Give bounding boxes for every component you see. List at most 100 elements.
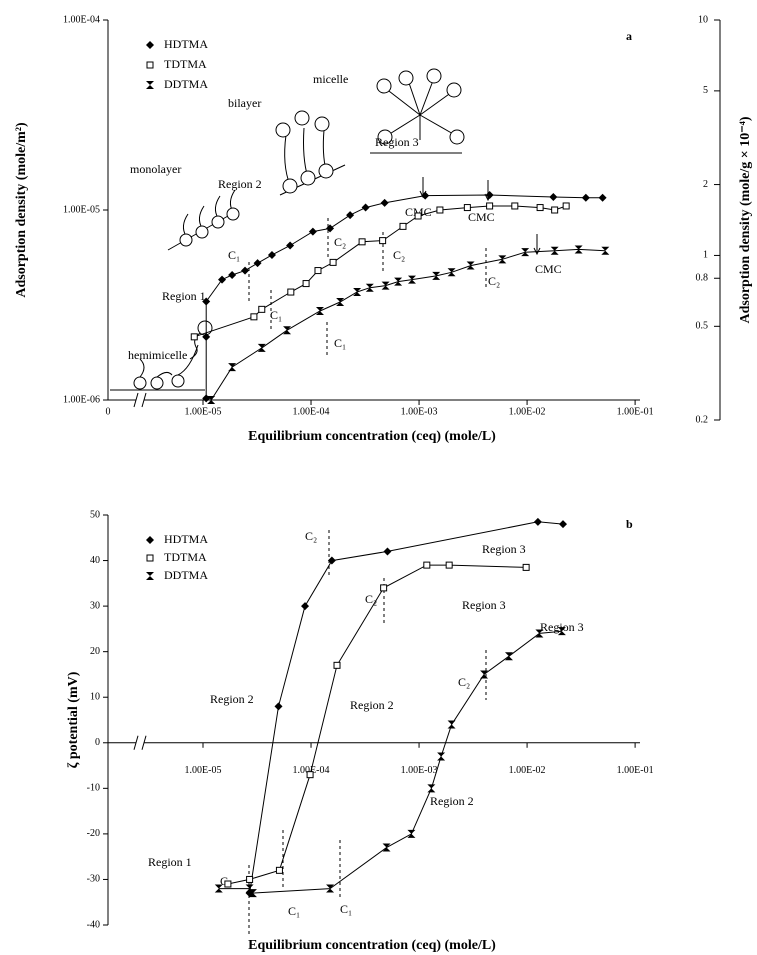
point bbox=[436, 206, 444, 214]
bilayer-cartoon bbox=[275, 110, 346, 196]
point bbox=[407, 829, 416, 838]
point bbox=[601, 246, 610, 255]
point bbox=[301, 602, 310, 611]
point bbox=[447, 720, 456, 729]
annotation: Region 3 bbox=[375, 135, 419, 149]
annotation: Region 1 bbox=[148, 855, 192, 869]
point bbox=[306, 771, 314, 779]
annotation: Region 3 bbox=[540, 620, 584, 634]
point bbox=[214, 884, 223, 893]
point bbox=[314, 267, 322, 275]
annotation: Region 3 bbox=[462, 598, 506, 612]
annotation: C₁ bbox=[334, 336, 346, 350]
point bbox=[190, 333, 198, 341]
point bbox=[437, 752, 446, 761]
legend-label: DDTMA bbox=[164, 77, 208, 91]
point bbox=[382, 843, 391, 852]
x-tick-label: 1.00E-01 bbox=[617, 406, 654, 417]
point bbox=[274, 702, 283, 711]
point bbox=[329, 258, 337, 266]
micelle-cartoon bbox=[370, 68, 465, 154]
point bbox=[241, 266, 250, 275]
point bbox=[267, 250, 276, 259]
x-tick-label: 1.00E-04 bbox=[293, 406, 330, 417]
point bbox=[581, 193, 590, 202]
y-tick-label: -20 bbox=[87, 828, 100, 839]
y-tick-label: 50 bbox=[90, 509, 100, 520]
annotation: Region 2 bbox=[210, 692, 254, 706]
annotation: C₂ bbox=[458, 675, 470, 689]
point bbox=[257, 343, 266, 352]
axis-break bbox=[141, 735, 147, 750]
legend-label: DDTMA bbox=[164, 568, 208, 582]
point bbox=[336, 297, 345, 306]
point bbox=[207, 396, 216, 404]
point bbox=[275, 866, 283, 874]
x-tick-label: 1.00E-03 bbox=[401, 406, 438, 417]
point bbox=[549, 193, 558, 202]
legend-marker bbox=[146, 81, 154, 89]
point bbox=[346, 211, 355, 220]
point bbox=[504, 652, 513, 661]
hemimicelle-cartoon bbox=[110, 320, 213, 391]
annotation: bilayer bbox=[228, 96, 261, 110]
y2-tick-label: 2 bbox=[703, 179, 708, 190]
y-tick-label: 1.00E-05 bbox=[63, 204, 100, 215]
point bbox=[228, 270, 237, 279]
point bbox=[202, 297, 211, 306]
annotation: monolayer bbox=[130, 162, 181, 176]
y-tick-label: 30 bbox=[90, 600, 100, 611]
point bbox=[466, 261, 475, 270]
annotation: Region 2 bbox=[430, 794, 474, 808]
annotation: C₁ bbox=[288, 904, 300, 918]
y-tick-label: 20 bbox=[90, 646, 100, 657]
point bbox=[327, 556, 336, 565]
point bbox=[427, 784, 436, 793]
y2-tick-label: 1 bbox=[703, 250, 708, 261]
y2-tick-label: 5 bbox=[703, 85, 708, 96]
legend-label: HDTMA bbox=[164, 532, 208, 546]
legend-marker bbox=[146, 554, 154, 562]
y2-tick-label: 0.5 bbox=[696, 321, 709, 332]
point bbox=[432, 271, 441, 280]
x-tick-label: 1.00E-05 bbox=[185, 406, 222, 417]
point bbox=[535, 629, 544, 638]
annotation: CMC bbox=[405, 205, 432, 219]
fit-line bbox=[227, 564, 527, 885]
annotation: C₂ bbox=[365, 592, 377, 606]
y-tick-label: 0 bbox=[95, 737, 100, 748]
point bbox=[557, 627, 566, 636]
point bbox=[558, 520, 567, 529]
y-tick-label: -30 bbox=[87, 874, 100, 885]
point bbox=[228, 363, 237, 372]
point bbox=[574, 245, 583, 254]
legend-marker bbox=[146, 41, 154, 49]
annotation: Region 3 bbox=[482, 542, 526, 556]
y-tick-label: 40 bbox=[90, 555, 100, 566]
point bbox=[407, 275, 416, 284]
annotation: C₁ bbox=[270, 308, 282, 322]
point bbox=[414, 212, 422, 220]
y-tick-label: 1.00E-04 bbox=[63, 14, 100, 25]
y2-tick-label: 10 bbox=[698, 14, 708, 25]
legend-label: TDTMA bbox=[164, 57, 207, 71]
point bbox=[486, 202, 494, 210]
point bbox=[258, 305, 266, 313]
point bbox=[202, 332, 211, 341]
axis-break bbox=[141, 392, 147, 408]
legend-marker bbox=[146, 61, 154, 69]
point bbox=[353, 288, 362, 297]
x-tick-label: 1.00E-02 bbox=[509, 406, 546, 417]
point bbox=[286, 241, 295, 250]
point bbox=[533, 517, 542, 526]
annotation: C₂ bbox=[334, 235, 346, 249]
y-tick-label: 10 bbox=[90, 692, 100, 703]
point bbox=[394, 277, 403, 286]
legend-marker bbox=[146, 536, 154, 544]
point bbox=[315, 307, 324, 316]
point bbox=[562, 202, 570, 210]
annotation: CMC bbox=[468, 210, 495, 224]
monolayer-cartoon bbox=[167, 189, 240, 251]
x-axis-title: Equilibrium concentration (ceq) (mole/L) bbox=[248, 938, 496, 953]
